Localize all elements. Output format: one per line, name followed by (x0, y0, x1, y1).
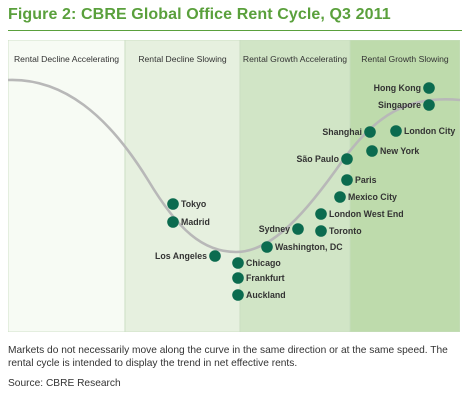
market-label-hong-kong: Hong Kong (374, 83, 421, 93)
market-dot-madrid (167, 216, 179, 228)
zone-label-rental-growth-slowing: Rental Growth Slowing (361, 54, 449, 64)
market-label-singapore: Singapore (378, 100, 421, 110)
markets-layer: Hong Kong Singapore Shanghai London City New… (155, 82, 455, 301)
rent-cycle-curve (8, 78, 460, 254)
market-label-washington-dc: Washington, DC (275, 242, 343, 252)
market-dot-tokyo (167, 198, 179, 210)
market-label-sao-paulo: São Paulo (296, 154, 339, 164)
title-rule (8, 30, 462, 31)
market-dot-washington-dc (261, 241, 273, 253)
zone-band-rental-decline-slowing (124, 40, 241, 332)
figure-source: Source: CBRE Research (8, 378, 121, 389)
market-dot-sao-paulo (341, 153, 353, 165)
market-label-los-angeles: Los Angeles (155, 251, 207, 261)
market-label-auckland: Auckland (246, 290, 286, 300)
zone-label-rental-decline-slowing: Rental Decline Slowing (138, 54, 227, 64)
market-dot-paris (341, 174, 353, 186)
rent-cycle-svg: Rental Decline Accelerating Rental Declin… (8, 40, 460, 332)
zones-layer: Rental Decline Accelerating Rental Declin… (8, 40, 460, 332)
market-label-tokyo: Tokyo (181, 199, 207, 209)
market-label-london-city: London City (404, 126, 455, 136)
market-dot-london-city (390, 125, 402, 137)
market-dot-shanghai (364, 126, 376, 138)
market-label-sydney: Sydney (259, 224, 290, 234)
market-label-chicago: Chicago (246, 258, 281, 268)
market-dot-mexico-city (334, 191, 346, 203)
market-dot-hong-kong (423, 82, 435, 94)
market-dot-los-angeles (209, 250, 221, 262)
figure-caption: Markets do not necessarily move along th… (8, 345, 448, 369)
market-dot-new-york (366, 145, 378, 157)
market-dot-auckland (232, 289, 244, 301)
market-dot-london-west-end (315, 208, 327, 220)
market-dot-frankfurt (232, 272, 244, 284)
zone-label-rental-decline-accelerating: Rental Decline Accelerating (14, 54, 119, 64)
zone-band-rental-decline-accelerating (8, 40, 126, 332)
market-dot-singapore (423, 99, 435, 111)
market-label-toronto: Toronto (329, 226, 362, 236)
market-label-frankfurt: Frankfurt (246, 273, 285, 283)
zone-band-rental-growth-slowing (349, 40, 460, 332)
market-label-paris: Paris (355, 175, 377, 185)
market-label-london-west-end: London West End (329, 209, 404, 219)
zone-band-rental-growth-accelerating (239, 40, 351, 332)
market-label-madrid: Madrid (181, 217, 210, 227)
zone-label-rental-growth-accelerating: Rental Growth Accelerating (243, 54, 347, 64)
market-dot-toronto (315, 225, 327, 237)
market-label-shanghai: Shanghai (322, 127, 362, 137)
market-dot-sydney (292, 223, 304, 235)
figure-title: Figure 2: CBRE Global Office Rent Cycle,… (8, 6, 391, 23)
market-label-mexico-city: Mexico City (348, 192, 397, 202)
market-label-new-york: New York (380, 146, 419, 156)
rent-cycle-diagram: Rental Decline Accelerating Rental Declin… (8, 40, 460, 332)
market-dot-chicago (232, 257, 244, 269)
